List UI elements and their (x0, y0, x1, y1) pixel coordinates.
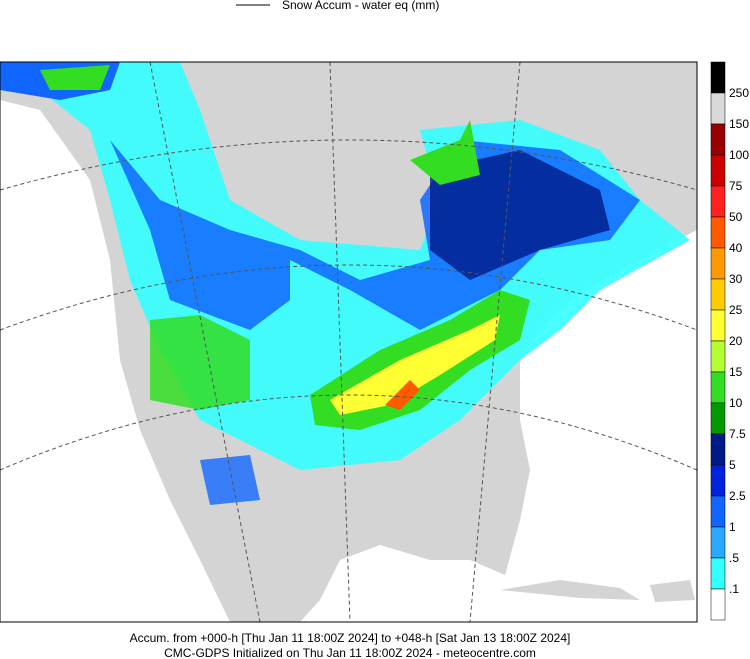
footer-line1: Accum. from +000-h [Thu Jan 11 18:00Z 20… (130, 631, 571, 645)
colorbar-label: 30 (729, 272, 743, 286)
map (0, 61, 698, 623)
colorbar-box (710, 433, 726, 466)
graticule (0, 61, 698, 623)
colorbar-box (710, 557, 726, 590)
colorbar-box (710, 402, 726, 435)
colorbar-label: .5 (729, 551, 739, 565)
colorbar-box (710, 495, 726, 528)
colorbar-box (710, 61, 726, 94)
colorbar-box (710, 247, 726, 280)
map-frame (0, 61, 698, 623)
colorbar: 250 150 100 75 50 40 30 25 20 15 10 7.5 5 2.5 1 .5 .1 (710, 61, 749, 621)
colorbar-label: 75 (729, 179, 743, 193)
colorbar-label: .1 (729, 582, 739, 596)
footer-line2: CMC-GDPS Initialized on Thu Jan 11 18:00… (164, 646, 536, 659)
colorbar-label: 20 (729, 334, 743, 348)
snow-alaska-core (40, 65, 110, 90)
colorbar-label: 150 (729, 117, 749, 131)
snow-heavy (430, 150, 610, 280)
snow-baffin (410, 120, 480, 185)
snow-southwest (200, 455, 260, 505)
colorbar-label: 10 (729, 396, 743, 410)
colorbar-box (710, 278, 726, 311)
colorbar-box (710, 154, 726, 187)
colorbar-box (710, 526, 726, 559)
colorbar-label: 100 (729, 148, 749, 162)
legend-label: Snow Accum - water eq (mm) (282, 0, 439, 12)
colorbar-label: 5 (729, 458, 736, 472)
colorbar-box (710, 464, 726, 497)
colorbar-box (710, 123, 726, 156)
snow-west (150, 315, 250, 410)
colorbar-label: 50 (729, 210, 743, 224)
colorbar-box (710, 185, 726, 218)
colorbar-label: 7.5 (729, 427, 746, 441)
colorbar-box (710, 371, 726, 404)
caribbean (500, 580, 695, 602)
snow-band-core (330, 315, 500, 415)
colorbar-box (710, 216, 726, 249)
colorbar-label: 25 (729, 303, 743, 317)
colorbar-box (710, 92, 726, 125)
colorbar-box (710, 588, 726, 621)
colorbar-box (710, 309, 726, 342)
colorbar-label: 250 (729, 86, 749, 100)
colorbar-label: 1 (729, 520, 736, 534)
colorbar-label: 2.5 (729, 489, 746, 503)
snow-max (385, 380, 420, 410)
colorbar-label: 15 (729, 365, 743, 379)
colorbar-label: 40 (729, 241, 743, 255)
colorbar-box (710, 340, 726, 373)
